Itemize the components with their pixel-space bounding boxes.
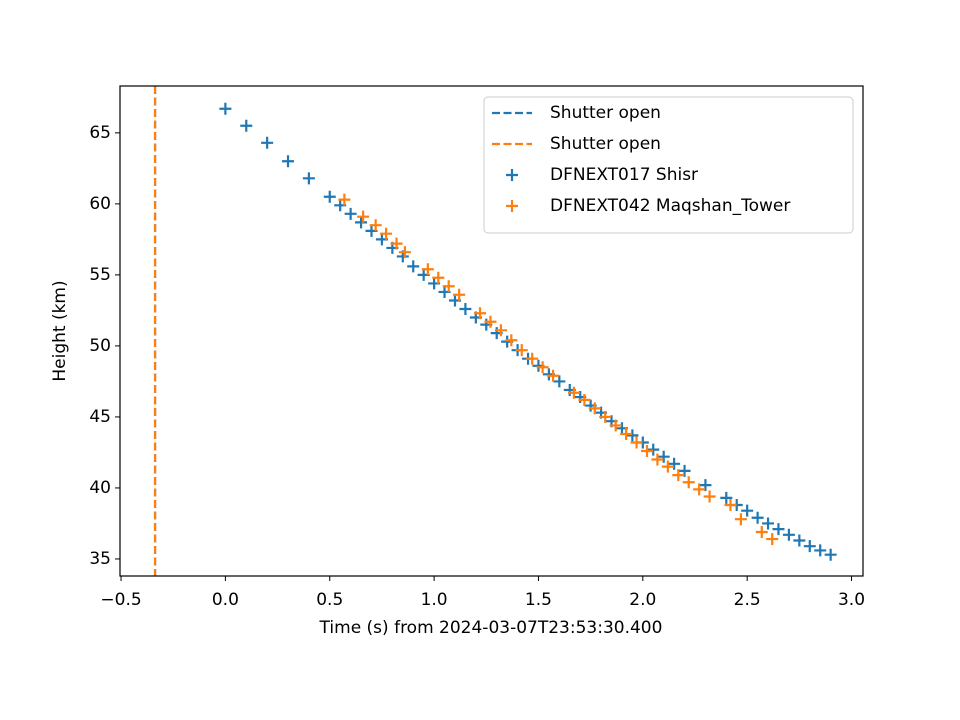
data-point	[693, 483, 706, 496]
data-point	[814, 544, 827, 557]
legend-box	[483, 96, 854, 234]
data-point	[567, 386, 580, 399]
y-tick-label: 45	[89, 407, 111, 427]
x-tick-label: 0.0	[212, 590, 239, 610]
data-point	[398, 246, 411, 259]
data-point	[668, 457, 681, 470]
y-axis-label: Height (km)	[50, 280, 70, 381]
data-point	[734, 513, 747, 526]
data-point	[751, 511, 764, 524]
legend-label: DFNEXT017 Shisr	[550, 165, 698, 185]
data-point	[682, 476, 695, 489]
data-point	[647, 443, 660, 456]
data-point	[355, 216, 368, 229]
data-point	[369, 219, 382, 232]
x-tick-label: 0.5	[316, 590, 343, 610]
data-point	[453, 288, 466, 301]
y-tick-label: 60	[89, 194, 111, 214]
data-point	[344, 207, 357, 220]
data-point	[630, 436, 643, 449]
data-point	[261, 136, 274, 149]
data-point	[432, 271, 445, 284]
data-point	[672, 469, 685, 482]
plot-frame	[119, 85, 864, 577]
data-point	[703, 490, 716, 503]
legend-marker	[506, 200, 518, 212]
x-axis-label: Time (s) from 2024-03-07T23:53:30.400	[319, 618, 663, 638]
data-point	[651, 453, 664, 466]
data-point	[720, 491, 733, 504]
data-point	[474, 307, 487, 320]
data-point	[505, 334, 518, 347]
legend-label: DFNEXT042 Maqshan_Tower	[550, 196, 790, 216]
data-point	[547, 369, 560, 382]
data-point	[357, 210, 370, 223]
data-point	[338, 193, 351, 206]
data-point	[390, 237, 403, 250]
data-point	[282, 155, 295, 168]
data-point	[526, 352, 539, 365]
data-point	[626, 429, 639, 442]
data-point	[678, 464, 691, 477]
data-point	[421, 263, 434, 276]
data-point	[219, 102, 232, 115]
data-point	[782, 528, 795, 541]
y-tick-label: 50	[89, 336, 111, 356]
data-point	[323, 190, 336, 203]
data-point	[553, 375, 566, 388]
data-point	[484, 315, 497, 328]
data-point	[536, 361, 549, 374]
data-point	[657, 450, 670, 463]
data-point	[442, 280, 455, 293]
data-point	[494, 324, 507, 337]
data-point	[661, 460, 674, 473]
data-point	[578, 393, 591, 406]
data-point	[755, 525, 768, 538]
data-point	[380, 227, 393, 240]
y-tick-label: 40	[89, 478, 111, 498]
data-point	[803, 540, 816, 553]
x-tick-label: 3.0	[838, 590, 865, 610]
data-point	[762, 517, 775, 530]
x-tick-label: −0.5	[100, 590, 141, 610]
data-point	[824, 548, 837, 561]
data-point	[766, 533, 779, 546]
data-point	[620, 427, 633, 440]
x-tick-label: 1.5	[525, 590, 552, 610]
data-point	[240, 119, 253, 132]
data-point	[793, 534, 806, 547]
data-point	[640, 445, 653, 458]
y-tick-label: 35	[89, 549, 111, 569]
data-point	[515, 344, 528, 357]
data-point	[599, 410, 612, 423]
legend-label: Shutter open	[550, 134, 661, 154]
y-tick-label: 55	[89, 265, 111, 285]
y-tick-label: 65	[89, 123, 111, 143]
data-point	[724, 498, 737, 511]
data-point	[699, 479, 712, 492]
x-tick-label: 2.5	[734, 590, 761, 610]
legend-label: Shutter open	[550, 103, 661, 123]
x-tick-label: 2.0	[629, 590, 656, 610]
data-point	[459, 302, 472, 315]
data-point	[302, 172, 315, 185]
x-tick-label: 1.0	[421, 590, 448, 610]
data-point	[772, 523, 785, 536]
data-point	[741, 504, 754, 517]
data-point	[407, 260, 420, 273]
legend-marker	[506, 169, 518, 181]
data-point	[609, 419, 622, 432]
data-point	[588, 402, 601, 415]
